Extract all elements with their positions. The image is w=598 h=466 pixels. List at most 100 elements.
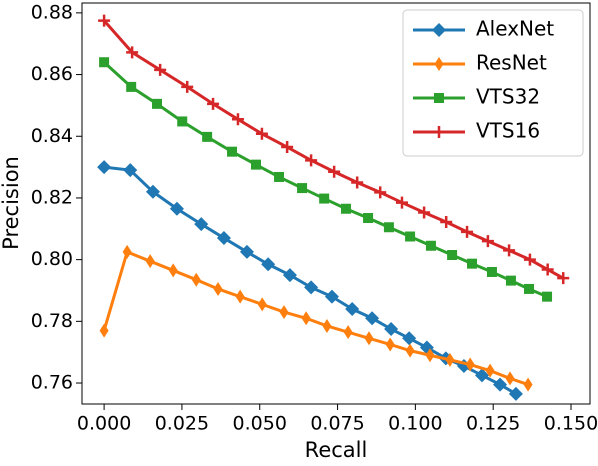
legend-label: VTS32 [476,85,540,109]
data-point [461,225,474,238]
data-point [168,263,178,278]
data-point [425,240,436,251]
x-tick-label: 0.100 [388,413,442,435]
data-point [485,363,495,378]
data-point [364,331,374,346]
data-point [126,46,139,59]
data-point [324,289,339,304]
data-point [154,63,167,76]
data-point [505,275,516,286]
data-point [235,289,245,304]
y-tick-label: 0.82 [31,186,73,208]
series-line [102,249,529,386]
data-point [274,171,285,182]
data-point [557,272,570,285]
data-point [395,196,408,209]
data-point [301,311,311,326]
data-point [98,14,111,27]
data-point [297,183,308,194]
x-tick-label: 0.125 [466,413,520,435]
data-point [97,160,112,175]
data-point [345,301,360,316]
data-point [374,186,387,199]
data-point [503,244,516,257]
legend-marker [432,23,446,37]
plot-frame [81,2,591,405]
legend: AlexNet ResNet VTS32 VTS16 [402,9,584,157]
data-point [216,231,231,246]
y-tick-label: 0.88 [31,1,73,23]
data-point [402,331,417,346]
data-point [305,154,318,167]
data-point [213,281,223,296]
x-axis-label: Recall [305,438,368,462]
data-point [126,81,137,92]
data-point [123,163,138,178]
data-point [231,113,244,126]
y-tick-label: 0.84 [31,125,73,147]
data-point [239,244,254,259]
data-point [343,325,353,340]
y-tick-label: 0.78 [31,310,73,332]
data-point [177,116,188,127]
data-point [405,343,415,358]
data-point [281,141,294,154]
legend-marker [433,126,445,138]
data-point [493,377,508,392]
data-point [257,297,267,312]
y-tick-label: 0.80 [31,248,73,270]
x-tick-label: 0.025 [155,413,209,435]
data-point [279,305,289,320]
legend-marker [434,93,444,103]
data-point [351,176,364,189]
data-point [202,131,213,142]
data-point [181,80,194,93]
data-point [282,268,297,283]
data-point [445,352,455,367]
data-point [523,377,533,392]
x-tick-label: 0.000 [77,413,131,435]
x-tick-label: 0.050 [233,413,287,435]
x-tick-label: 0.075 [310,413,364,435]
data-point [99,57,110,68]
data-point [474,368,489,383]
data-point [261,257,276,272]
data-point [467,258,478,269]
data-point [145,184,160,199]
data-point [418,206,431,219]
data-point [255,127,268,140]
data-point [152,98,163,109]
data-point [465,357,475,372]
data-point [425,348,435,363]
y-tick-label: 0.86 [31,63,73,85]
data-point [405,231,416,242]
legend-label: ResNet [476,51,547,75]
data-point [319,193,330,204]
data-point [340,203,351,214]
data-point [440,216,453,229]
legend-label: AlexNet [476,17,554,41]
data-point [169,201,184,216]
y-tick-label: 0.76 [31,372,73,394]
data-point [304,280,319,295]
data-point [363,212,374,223]
data-point [385,337,395,352]
data-point [383,222,394,233]
data-point [481,235,494,248]
data-point [523,283,534,294]
data-point [505,371,515,386]
x-tick-label: 0.150 [544,413,598,435]
data-point [486,266,497,277]
data-point [384,322,399,337]
data-point [328,165,341,178]
data-point [447,250,458,261]
data-point [542,291,553,302]
data-point [322,318,332,333]
data-point [251,159,262,170]
data-point [145,254,155,269]
data-point [207,97,220,110]
legend-label: VTS16 [476,119,540,143]
data-point [99,323,109,338]
data-point [523,253,536,266]
